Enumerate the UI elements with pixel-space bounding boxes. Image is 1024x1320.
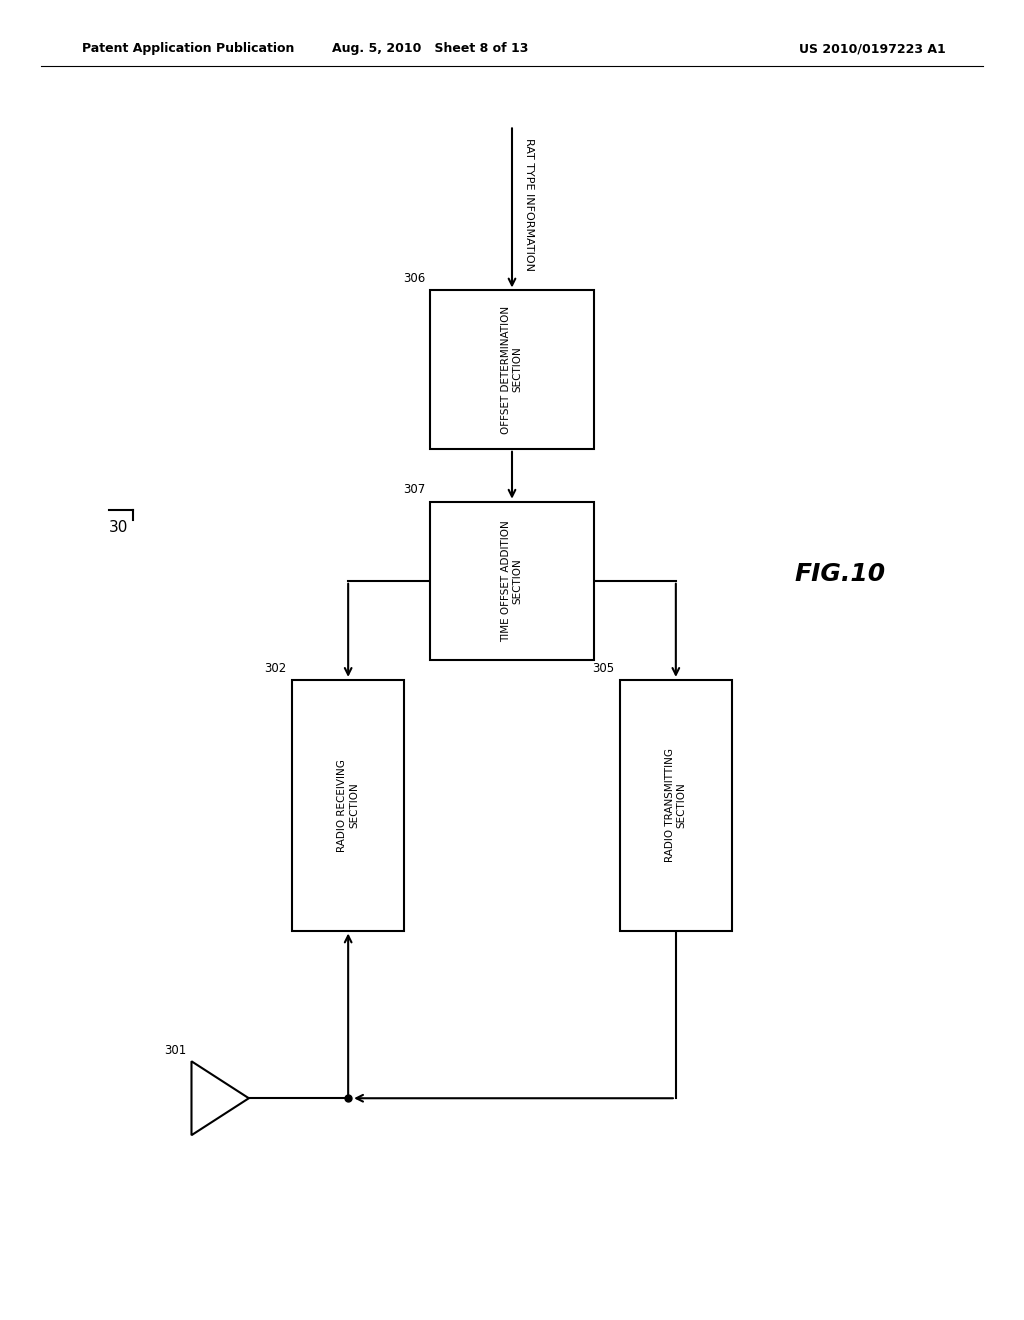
Text: US 2010/0197223 A1: US 2010/0197223 A1 bbox=[799, 42, 945, 55]
Polygon shape bbox=[191, 1061, 249, 1135]
Bar bbox=[430, 290, 594, 449]
Text: 305: 305 bbox=[592, 661, 614, 675]
Text: 301: 301 bbox=[164, 1044, 186, 1057]
Text: RADIO TRANSMITTING
SECTION: RADIO TRANSMITTING SECTION bbox=[665, 748, 687, 862]
Bar bbox=[430, 502, 594, 660]
Text: Patent Application Publication: Patent Application Publication bbox=[82, 42, 294, 55]
Text: 306: 306 bbox=[402, 272, 425, 285]
Text: TIME OFFSET ADDITION
SECTION: TIME OFFSET ADDITION SECTION bbox=[501, 520, 523, 642]
Text: Aug. 5, 2010   Sheet 8 of 13: Aug. 5, 2010 Sheet 8 of 13 bbox=[332, 42, 528, 55]
Text: 30: 30 bbox=[110, 520, 128, 536]
Text: RADIO RECEIVING
SECTION: RADIO RECEIVING SECTION bbox=[337, 759, 359, 851]
Bar bbox=[620, 680, 732, 931]
Text: 307: 307 bbox=[402, 483, 425, 496]
Text: RAT TYPE INFORMATION: RAT TYPE INFORMATION bbox=[524, 139, 535, 271]
Bar bbox=[292, 680, 404, 931]
Text: 302: 302 bbox=[264, 661, 287, 675]
Text: OFFSET DETERMINATION
SECTION: OFFSET DETERMINATION SECTION bbox=[501, 305, 523, 434]
Text: FIG.10: FIG.10 bbox=[795, 562, 885, 586]
